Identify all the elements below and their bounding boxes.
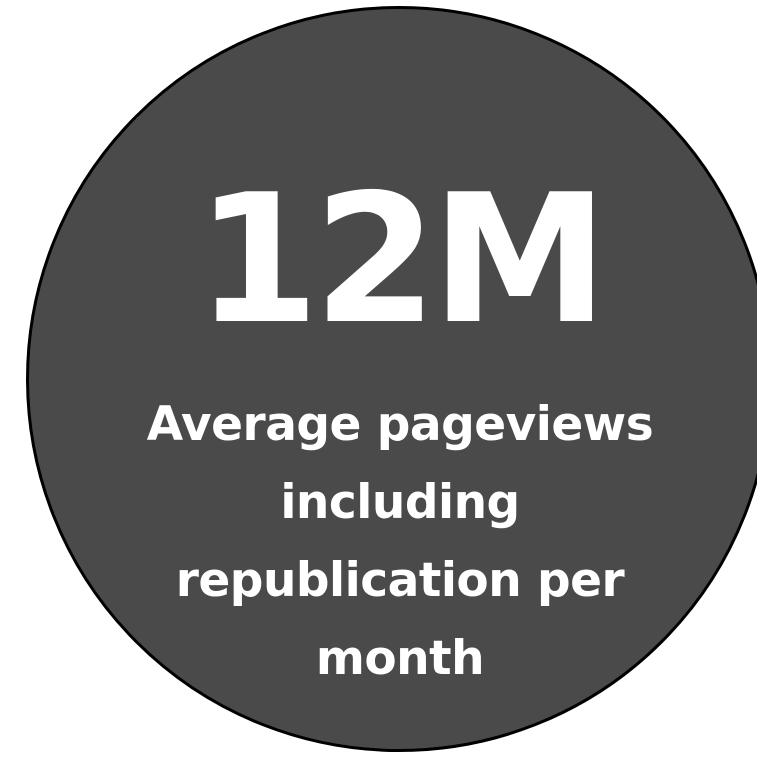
stat-caption-line: republication per <box>175 553 625 608</box>
stat-caption-line: including <box>280 475 520 530</box>
stat-caption-line: month <box>315 631 485 686</box>
stat-caption: Average pageviews including republicatio… <box>100 386 700 698</box>
stat-value: 12M <box>195 156 609 363</box>
stat-caption-line: Average pageviews <box>146 397 654 452</box>
stat-circle <box>26 6 757 752</box>
